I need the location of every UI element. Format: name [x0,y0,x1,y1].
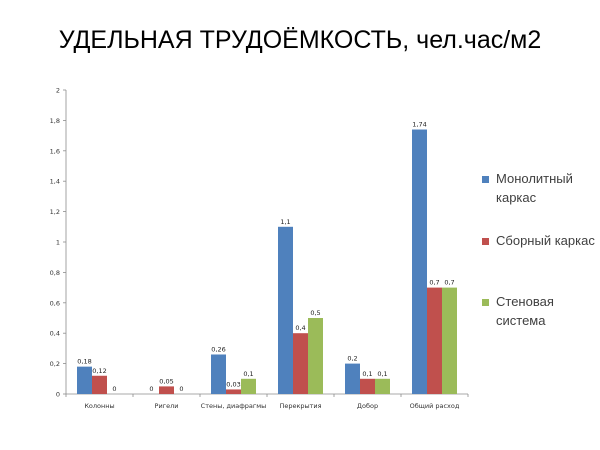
y-tick-label: 2 [56,87,60,95]
legend-label: Сборный каркас [496,233,595,248]
data-label: 0,7 [429,279,439,287]
y-tick-label: 0,4 [50,330,60,338]
x-tick-label: Перекрытия [279,402,321,410]
y-tick-label: 0,2 [50,360,60,368]
legend-item: Монолитный каркас [482,169,596,207]
legend-item: Сборный каркас [482,231,596,250]
data-label: 1,74 [412,121,426,129]
x-tick-label: Общий расход [410,402,460,410]
data-label: 0,26 [211,345,225,353]
y-tick-label: 0,8 [50,269,60,277]
data-label: 0,18 [77,358,91,366]
bar [278,226,293,394]
bar [159,386,174,394]
y-tick-label: 1,8 [50,117,60,125]
y-tick-label: 1,4 [50,178,60,186]
bar [241,378,256,394]
bar [211,354,226,394]
data-label: 0,5 [310,309,320,317]
data-label: 0,7 [444,279,454,287]
data-label: 0,4 [295,324,305,332]
bar [226,389,241,394]
x-tick-label: Ригели [155,402,179,410]
bar [360,378,375,394]
data-label: 0 [149,385,153,393]
data-label: 0,1 [377,370,387,378]
legend-label: Стеновая система [496,294,554,328]
bar [412,129,427,394]
y-tick-label: 0 [56,391,60,399]
data-label: 0,1 [362,370,372,378]
legend-swatch [482,299,489,306]
bar [92,375,107,394]
x-tick-label: Колонны [84,402,114,410]
chart-title: УДЕЛЬНАЯ ТРУДОЁМКОСТЬ, чел.час/м2 [58,26,542,54]
bar [293,333,308,394]
y-tick-label: 1 [56,239,60,247]
bar [427,287,442,394]
legend-label: Монолитный каркас [496,171,573,205]
legend-item: Стеновая система [482,292,596,330]
bar [308,318,323,394]
y-tick-label: 0,6 [50,299,60,307]
data-label: 0,05 [159,377,173,385]
x-tick-label: Стены, диафрагмы [201,402,267,410]
data-label: 0 [112,385,116,393]
legend-swatch [482,176,489,183]
data-label: 0 [179,385,183,393]
bar [442,287,457,394]
data-label: 0,12 [92,367,106,375]
x-tick-label: Добор [357,402,378,410]
bar [375,378,390,394]
bar [345,363,360,394]
data-label: 0,2 [347,355,357,363]
data-label: 1,1 [280,218,290,226]
data-label: 0,03 [226,380,240,388]
y-tick-label: 1,6 [50,147,60,155]
bar [77,366,92,394]
legend-swatch [482,238,489,245]
y-tick-label: 1,2 [50,208,60,216]
data-label: 0,1 [243,370,253,378]
